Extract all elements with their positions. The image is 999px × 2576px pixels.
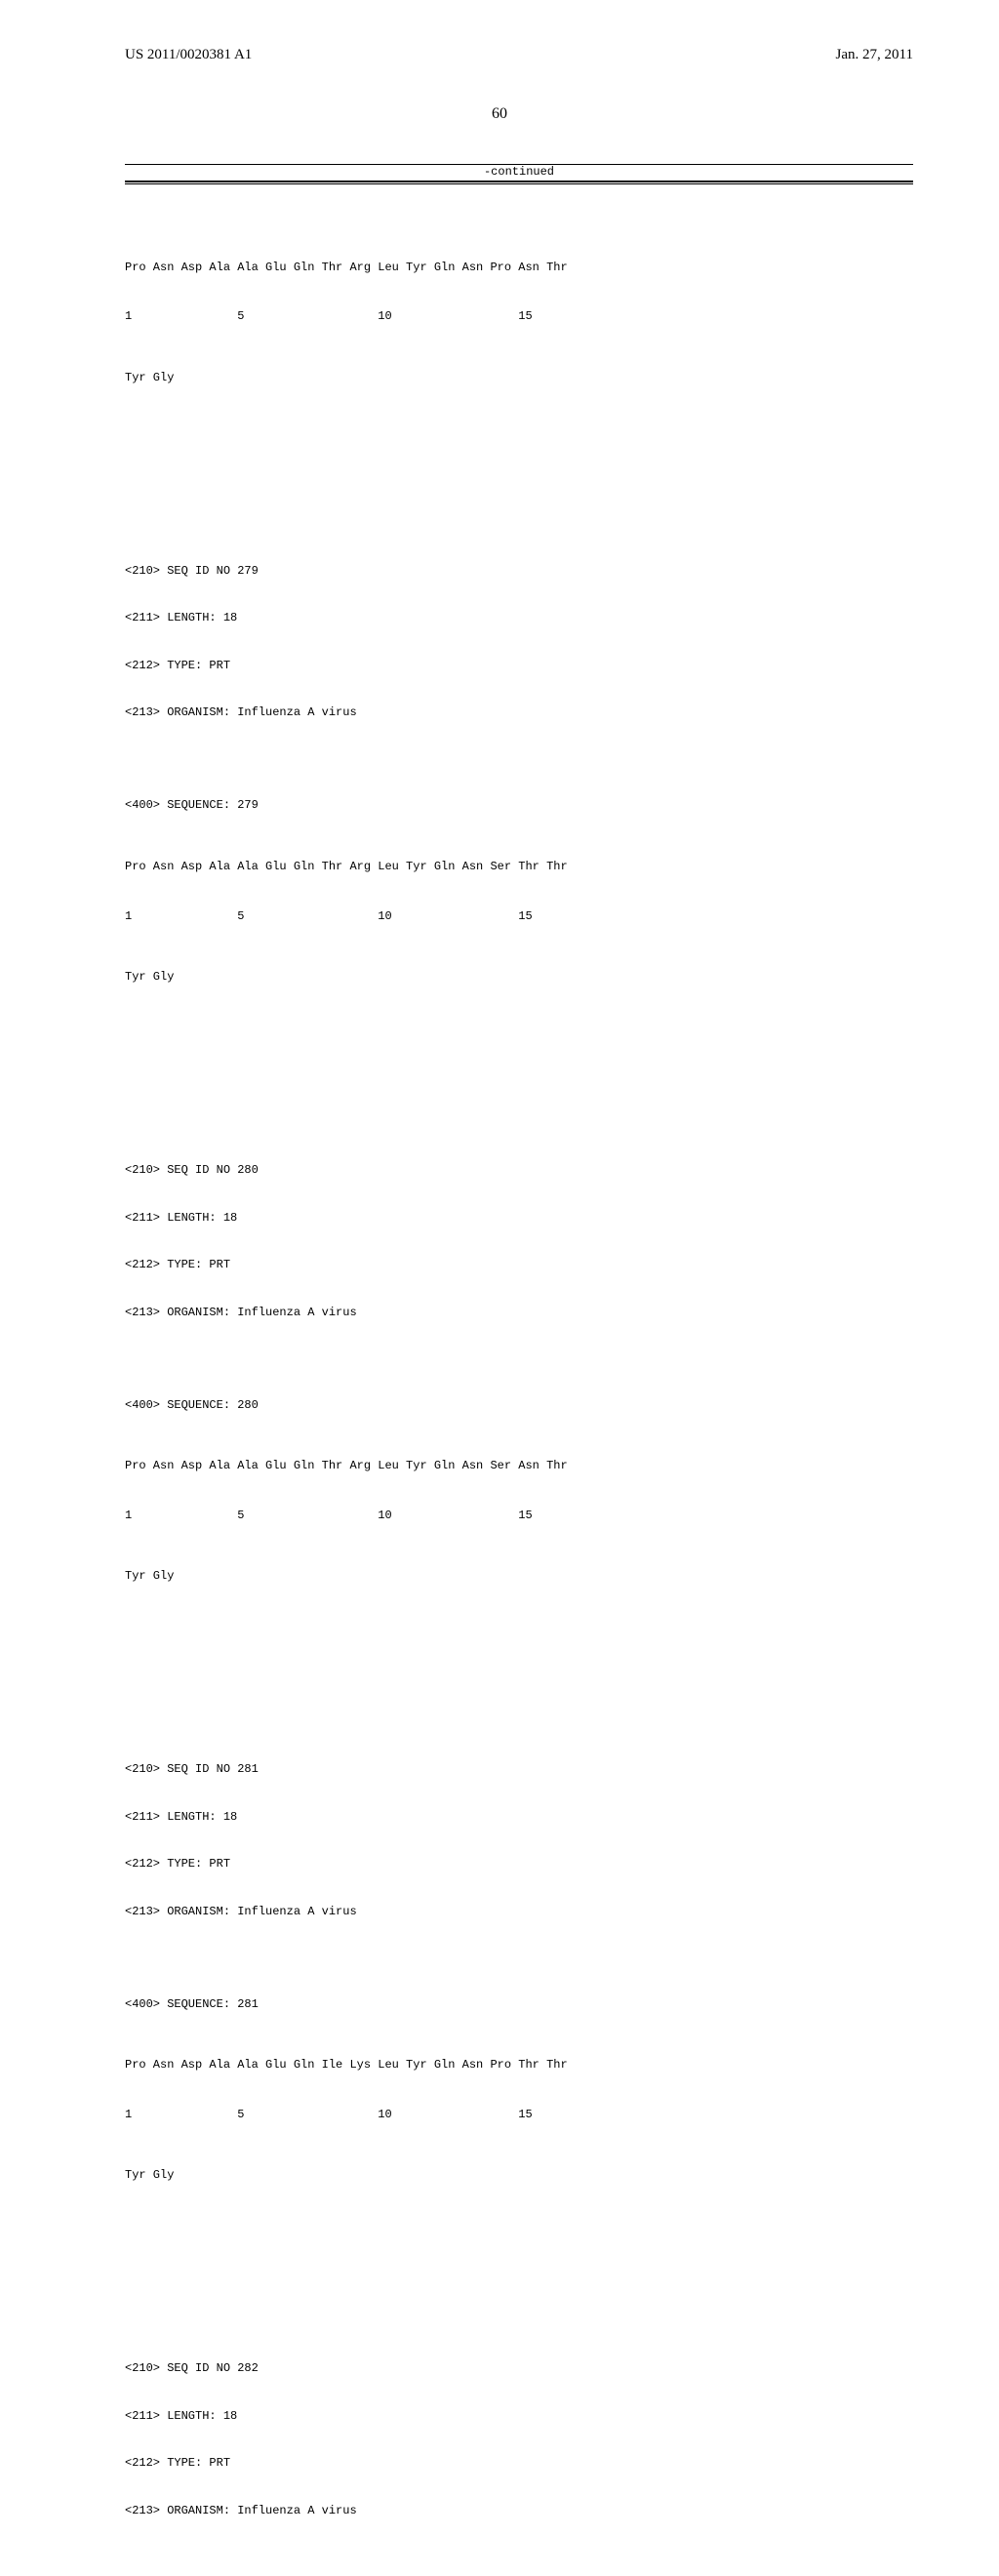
residue-line: Pro Asn Asp Ala Ala Glu Gln Thr Arg Leu … [125, 260, 913, 275]
meta-213: <213> ORGANISM: Influenza A virus [125, 704, 913, 720]
meta-210: <210> SEQ ID NO 281 [125, 1761, 913, 1777]
tail-residues: Tyr Gly [125, 1568, 913, 1584]
meta-211: <211> LENGTH: 18 [125, 1210, 913, 1226]
tail-residues: Tyr Gly [125, 969, 913, 985]
meta-212: <212> TYPE: PRT [125, 1856, 913, 1872]
patent-number: US 2011/0020381 A1 [125, 47, 252, 63]
sequence-400: <400> SEQUENCE: 279 [125, 797, 913, 813]
meta-213: <213> ORGANISM: Influenza A virus [125, 1904, 913, 1919]
sequence-meta: <210> SEQ ID NO 280 <211> LENGTH: 18 <21… [125, 1131, 913, 1352]
sequence-279: <210> SEQ ID NO 279 <211> LENGTH: 18 <21… [125, 500, 913, 1034]
position-line: 1 5 10 15 [125, 308, 913, 324]
position-line: 1 5 10 15 [125, 2107, 913, 2122]
sequence-meta: <210> SEQ ID NO 281 <211> LENGTH: 18 <21… [125, 1730, 913, 1952]
position-line: 1 5 10 15 [125, 1508, 913, 1523]
sequence-400: <400> SEQUENCE: 280 [125, 1397, 913, 1413]
continued-label: -continued [125, 165, 913, 181]
meta-212: <212> TYPE: PRT [125, 1257, 913, 1272]
sequence-282: <210> SEQ ID NO 282 <211> LENGTH: 18 <21… [125, 2298, 913, 2576]
lead-sequence: Pro Asn Asp Ala Ala Glu Gln Thr Arg Leu … [125, 227, 913, 434]
sequence-400: <400> SEQUENCE: 281 [125, 1996, 913, 2012]
meta-210: <210> SEQ ID NO 279 [125, 563, 913, 579]
sequence-meta: <210> SEQ ID NO 282 <211> LENGTH: 18 <21… [125, 2329, 913, 2551]
residue-line: Pro Asn Asp Ala Ala Glu Gln Ile Lys Leu … [125, 2057, 913, 2073]
meta-210: <210> SEQ ID NO 280 [125, 1162, 913, 1178]
patent-date: Jan. 27, 2011 [836, 47, 913, 63]
meta-211: <211> LENGTH: 18 [125, 1809, 913, 1825]
meta-212: <212> TYPE: PRT [125, 2455, 913, 2471]
page-number: 60 [0, 105, 999, 123]
rule-thick [125, 181, 913, 182]
sequence-280: <210> SEQ ID NO 280 <211> LENGTH: 18 <21… [125, 1099, 913, 1633]
meta-213: <213> ORGANISM: Influenza A virus [125, 1305, 913, 1320]
tail-residues: Tyr Gly [125, 370, 913, 385]
content-area: -continued Pro Asn Asp Ala Ala Glu Gln T… [125, 164, 913, 2576]
residue-line: Pro Asn Asp Ala Ala Glu Gln Thr Arg Leu … [125, 859, 913, 874]
sequence-281: <210> SEQ ID NO 281 <211> LENGTH: 18 <21… [125, 1698, 913, 2233]
sequence-meta: <210> SEQ ID NO 279 <211> LENGTH: 18 <21… [125, 531, 913, 752]
tail-residues: Tyr Gly [125, 2167, 913, 2183]
meta-212: <212> TYPE: PRT [125, 658, 913, 673]
meta-211: <211> LENGTH: 18 [125, 610, 913, 625]
sequence-listing: Pro Asn Asp Ala Ala Glu Gln Thr Arg Leu … [125, 196, 913, 2576]
meta-211: <211> LENGTH: 18 [125, 2408, 913, 2424]
rule-thin [125, 183, 913, 184]
meta-213: <213> ORGANISM: Influenza A virus [125, 2503, 913, 2518]
residue-line: Pro Asn Asp Ala Ala Glu Gln Thr Arg Leu … [125, 1458, 913, 1473]
position-line: 1 5 10 15 [125, 908, 913, 924]
meta-210: <210> SEQ ID NO 282 [125, 2360, 913, 2376]
